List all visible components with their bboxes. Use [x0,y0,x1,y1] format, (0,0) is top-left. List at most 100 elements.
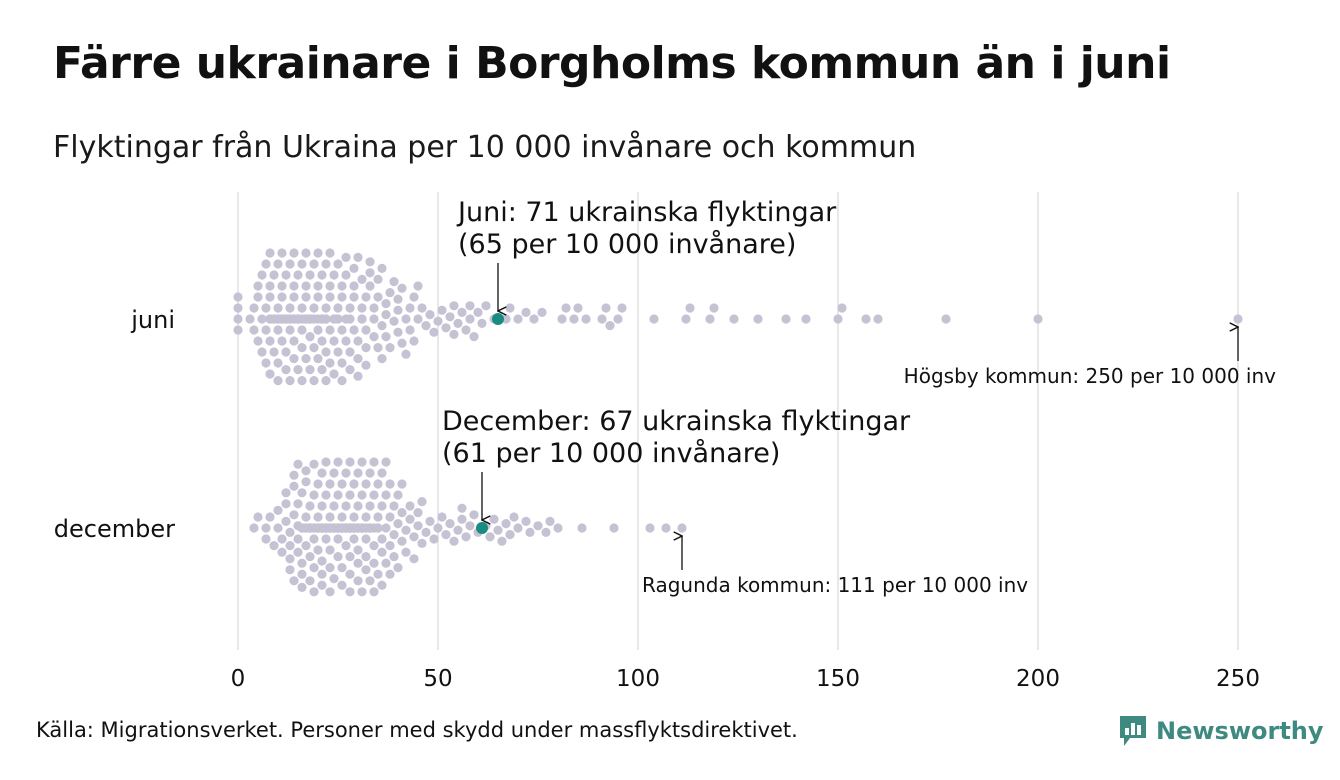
data-point-juni [301,292,311,302]
data-point-juni [321,259,331,269]
data-point-juni [305,332,315,342]
data-point-december [353,501,363,511]
data-point-december [325,479,335,489]
data-point-juni [281,270,291,280]
annotations: Juni: 71 ukrainska flyktingar(65 per 10 … [442,197,1276,597]
data-point-december [341,501,351,511]
data-point-juni [273,303,283,313]
data-point-juni [233,303,243,313]
data-point-december [377,580,387,590]
data-point-december [465,521,475,531]
data-point-juni [321,347,331,357]
data-point-december [309,459,319,469]
x-tick-label: 250 [1216,666,1260,692]
data-point-juni [289,248,299,258]
data-point-december [341,541,351,551]
data-point-december [337,479,347,489]
data-point-juni [309,343,319,353]
data-point-december [525,527,535,538]
data-point-juni [529,314,539,324]
data-point-juni [381,299,391,309]
data-point-december [397,536,407,546]
data-point-juni [329,270,339,280]
data-point-juni [297,259,307,269]
data-point-december [305,576,315,586]
data-point-juni [261,358,271,368]
dot-layer [233,248,1243,597]
data-point-december [493,525,503,535]
data-point-december [309,563,319,573]
data-point-december [661,523,671,533]
data-point-december [365,576,375,586]
data-point-juni [401,349,411,359]
brand-name: Newsworthy [1156,717,1324,745]
data-point-december [297,569,307,579]
data-point-juni [401,314,411,324]
data-point-juni [377,321,387,331]
data-point-juni [277,281,287,291]
data-point-december [349,512,359,522]
data-point-december [645,523,655,533]
highlight-sublabel-juni: (65 per 10 000 invånare) [458,229,796,260]
data-point-december [337,563,347,573]
data-point-december [457,503,467,513]
data-point-december [249,523,259,533]
data-point-december [317,569,327,579]
data-point-december [385,569,395,579]
data-point-juni [389,316,399,326]
data-point-december [401,547,411,557]
data-point-december [301,466,311,476]
data-point-juni [325,358,335,368]
data-point-juni [265,248,275,258]
x-tick-label: 50 [423,666,452,692]
data-point-juni [369,332,379,342]
data-point-juni [269,270,279,280]
chart-subtitle: Flyktingar från Ukraina per 10 000 invån… [53,130,917,165]
data-point-juni [297,376,307,386]
data-point-juni [385,288,395,298]
data-point-juni [353,336,363,346]
data-point-juni [361,325,371,335]
data-point-december [289,510,299,520]
brand-logo[interactable]: Newsworthy [1118,714,1324,748]
data-point-december [353,468,363,478]
data-point-december [533,521,543,531]
data-point-december [413,521,423,531]
data-point-juni [265,292,275,302]
data-point-december [353,558,363,568]
data-point-juni [425,310,435,320]
data-point-december [281,488,291,498]
data-point-juni [457,307,467,317]
data-point-december [369,541,379,551]
data-point-december [553,523,563,533]
data-point-december [269,541,279,551]
data-point-december [353,545,363,555]
data-point-juni [349,263,359,273]
data-point-december [369,587,379,597]
data-point-juni [465,301,475,311]
data-point-december [545,516,555,527]
data-point-december [317,501,327,511]
data-point-december [309,587,319,597]
data-point-juni [337,376,347,386]
data-point-juni [249,303,259,313]
data-point-juni [837,303,847,313]
data-point-december [341,468,351,478]
data-point-december [289,576,299,586]
data-point-december [441,530,451,540]
data-point-december [357,490,367,500]
highlight-label-december: December: 67 ukrainska flyktingar [442,406,911,437]
data-point-juni [277,292,287,302]
data-point-juni [305,270,315,280]
data-point-juni [393,305,403,315]
data-point-december [317,468,327,478]
data-point-december [389,552,399,562]
data-point-december [513,523,523,533]
data-point-juni [361,360,371,370]
data-point-juni [389,277,399,287]
data-point-december [317,580,327,590]
data-point-juni [265,369,275,379]
data-point-december [437,512,447,522]
data-point-december [289,481,299,491]
data-point-juni [357,314,367,324]
